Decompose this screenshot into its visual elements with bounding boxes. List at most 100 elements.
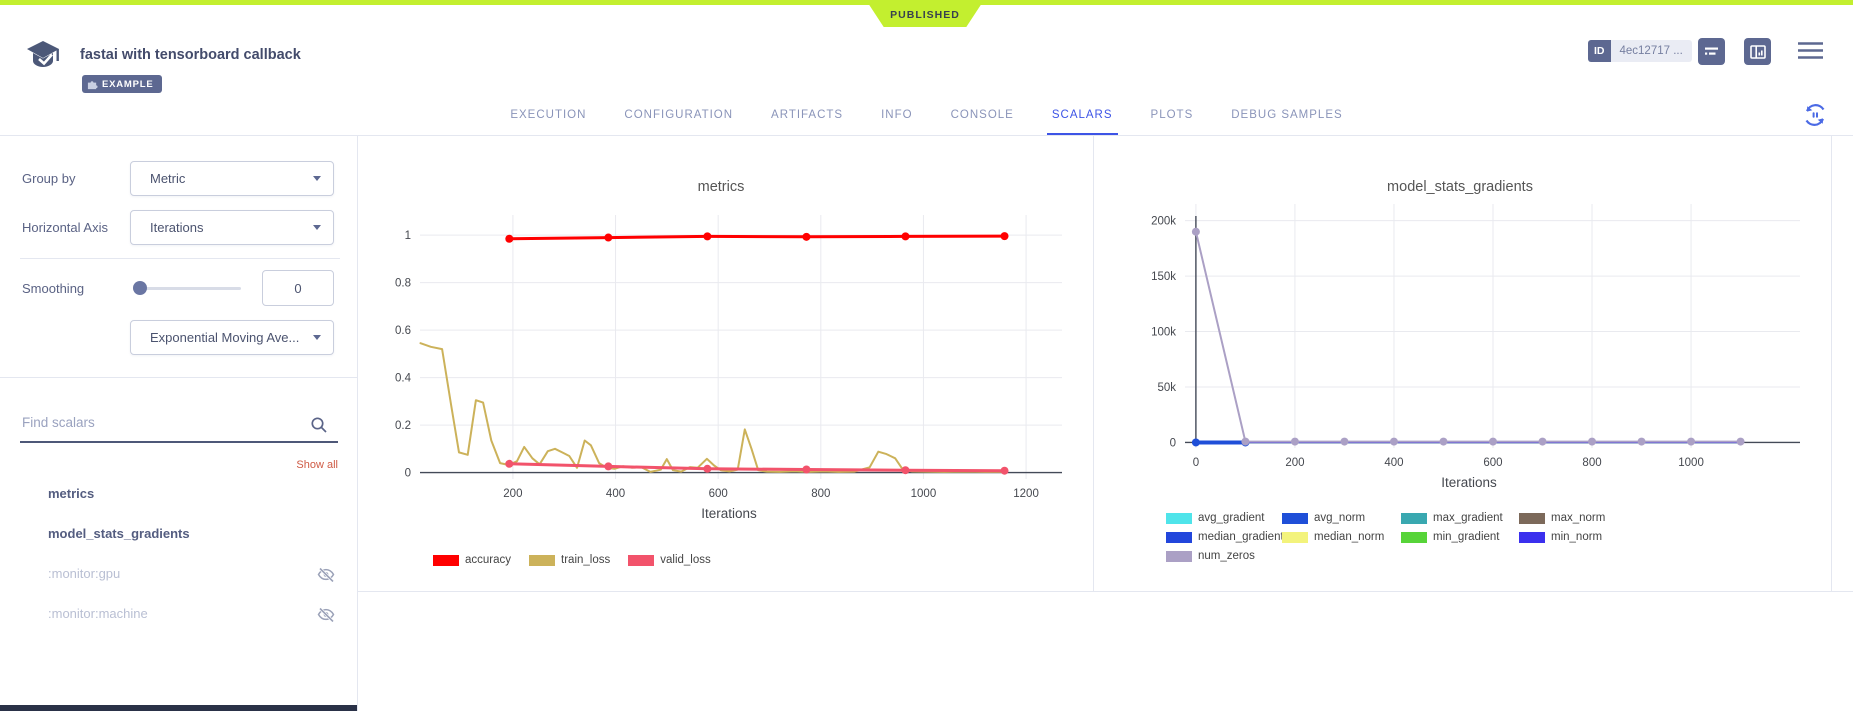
app-logo-icon <box>24 37 62 75</box>
svg-text:50k: 50k <box>1157 382 1176 394</box>
gradients-chart[interactable]: 0 200 400 600 800 1000 0 50k 100k 150k 200k model_s… <box>1094 136 1853 591</box>
sidebar-section-divider <box>0 377 357 378</box>
group-by-label: Group by <box>22 171 76 186</box>
id-value: 4ec12717 ... <box>1610 40 1692 62</box>
svg-text:1000: 1000 <box>911 488 937 500</box>
scalar-group--monitor-gpu[interactable]: :monitor:gpu <box>48 566 121 581</box>
svg-text:model_stats_gradients: model_stats_gradients <box>1387 179 1533 195</box>
legend-item-median_norm[interactable]: median_norm <box>1282 531 1401 543</box>
svg-text:800: 800 <box>811 488 830 500</box>
menu-icon[interactable] <box>1797 41 1824 65</box>
svg-text:800: 800 <box>1582 457 1601 469</box>
svg-text:0.6: 0.6 <box>395 325 411 337</box>
legend-swatch <box>1282 531 1308 543</box>
svg-text:400: 400 <box>1384 457 1403 469</box>
svg-text:100k: 100k <box>1151 327 1176 339</box>
header-divider <box>0 135 1853 136</box>
svg-text:0.4: 0.4 <box>395 373 412 385</box>
chart-panel-icon-button[interactable] <box>1744 38 1771 65</box>
smoothing-slider[interactable] <box>133 287 241 290</box>
group-by-value: Metric <box>150 171 186 186</box>
svg-text:200: 200 <box>503 488 522 500</box>
smoothing-type-select[interactable]: Exponential Moving Ave... <box>130 320 334 355</box>
svg-text:1000: 1000 <box>1678 457 1704 469</box>
legend-item-avg_gradient[interactable]: avg_gradient <box>1166 512 1282 524</box>
horizontal-axis-value: Iterations <box>150 220 204 235</box>
panel-scrollbar-track[interactable] <box>1831 136 1832 591</box>
legend-label: valid_loss <box>660 554 711 566</box>
legend-label: accuracy <box>465 554 512 566</box>
scalar-group--monitor-machine[interactable]: :monitor:machine <box>48 606 148 621</box>
legend-item-valid_loss[interactable]: valid_loss <box>628 554 711 566</box>
auto-refresh-icon[interactable] <box>1800 100 1830 135</box>
svg-text:0: 0 <box>1170 437 1176 449</box>
scalar-group-model-stats-gradients[interactable]: model_stats_gradients <box>48 526 190 541</box>
legend-label: median_norm <box>1314 531 1385 543</box>
legend-item-accuracy[interactable]: accuracy <box>433 554 511 566</box>
horizontal-axis-select[interactable]: Iterations <box>130 210 334 245</box>
tab-scalars[interactable]: SCALARS <box>1033 95 1132 135</box>
legend-swatch <box>1166 550 1192 562</box>
svg-text:600: 600 <box>1483 457 1502 469</box>
console-icon <box>1705 47 1718 55</box>
metrics-chart-legend: accuracy train_loss valid_loss <box>433 554 711 566</box>
legend-item-min_gradient[interactable]: min_gradient <box>1401 531 1519 543</box>
legend-item-num_zeros[interactable]: num_zeros <box>1166 550 1282 562</box>
legend-label: avg_gradient <box>1198 512 1265 524</box>
legend-item-min_norm[interactable]: min_norm <box>1519 531 1659 543</box>
tab-info[interactable]: INFO <box>881 109 913 121</box>
legend-swatch <box>1282 512 1308 524</box>
legend-swatch <box>529 554 556 566</box>
scalar-group-metrics[interactable]: metrics <box>48 486 95 501</box>
tab-plots[interactable]: PLOTS <box>1150 109 1194 121</box>
find-scalars-underline <box>20 441 338 443</box>
legend-label: train_loss <box>561 554 611 566</box>
group-by-select[interactable]: Metric <box>130 161 334 196</box>
tab-artifacts[interactable]: ARTIFACTS <box>771 109 844 121</box>
caret-down-icon <box>313 225 321 230</box>
charts-bottom-divider <box>357 591 1853 592</box>
svg-text:200k: 200k <box>1151 216 1176 228</box>
status-badge: PUBLISHED <box>866 0 984 27</box>
puzzle-icon <box>87 80 98 89</box>
legend-item-median_gradient[interactable]: median_gradient <box>1166 531 1284 543</box>
find-scalars-input[interactable] <box>20 414 309 431</box>
sidebar-section-divider <box>20 258 340 259</box>
smoothing-value-input[interactable] <box>262 270 334 306</box>
metrics-chart[interactable]: 200 400 600 800 1000 1200 0 0.2 0.4 0.6 0.8 1 metric… <box>358 136 1093 591</box>
experiment-id-chip[interactable]: ID 4ec12717 ... <box>1588 40 1692 62</box>
chart-panel-icon <box>1749 44 1766 59</box>
experiment-title: fastai with tensorboard callback <box>80 47 301 63</box>
tab-debug-samples[interactable]: DEBUG SAMPLES <box>1231 109 1343 121</box>
metrics-chart-panel[interactable]: 200 400 600 800 1000 1200 0 0.2 0.4 0.6 0.8 1 metric… <box>358 136 1093 591</box>
legend-swatch <box>1166 512 1192 524</box>
smoothing-type-value: Exponential Moving Ave... <box>150 330 300 345</box>
tab-execution[interactable]: EXECUTION <box>510 109 587 121</box>
svg-text:150k: 150k <box>1151 271 1176 283</box>
svg-text:0.2: 0.2 <box>395 420 411 432</box>
sidebar-horizontal-scrollbar[interactable] <box>0 705 357 711</box>
legend-label: min_gradient <box>1433 531 1500 543</box>
svg-text:1200: 1200 <box>1013 488 1039 500</box>
example-badge: EXAMPLE <box>82 75 162 93</box>
legend-swatch <box>1166 531 1192 543</box>
legend-swatch <box>1401 512 1427 524</box>
svg-text:200: 200 <box>1285 457 1304 469</box>
legend-item-max_norm[interactable]: max_norm <box>1519 512 1659 524</box>
tab-configuration[interactable]: CONFIGURATION <box>624 109 734 121</box>
horizontal-axis-label: Horizontal Axis <box>22 220 108 235</box>
smoothing-label: Smoothing <box>22 281 85 296</box>
eye-off-icon[interactable] <box>317 566 335 587</box>
smoothing-slider-thumb[interactable] <box>133 281 147 295</box>
gradients-chart-panel[interactable]: 0 200 400 600 800 1000 0 50k 100k 150k 200k model_s… <box>1094 136 1853 591</box>
legend-item-avg_norm[interactable]: avg_norm <box>1282 512 1401 524</box>
legend-label: max_gradient <box>1433 512 1503 524</box>
tab-console[interactable]: CONSOLE <box>950 109 1014 121</box>
svg-text:0: 0 <box>405 468 411 480</box>
show-all-link[interactable]: Show all <box>296 459 338 471</box>
legend-item-max_gradient[interactable]: max_gradient <box>1401 512 1519 524</box>
eye-off-icon[interactable] <box>317 606 335 627</box>
legend-item-train_loss[interactable]: train_loss <box>529 554 610 566</box>
console-icon-button[interactable] <box>1698 38 1725 65</box>
